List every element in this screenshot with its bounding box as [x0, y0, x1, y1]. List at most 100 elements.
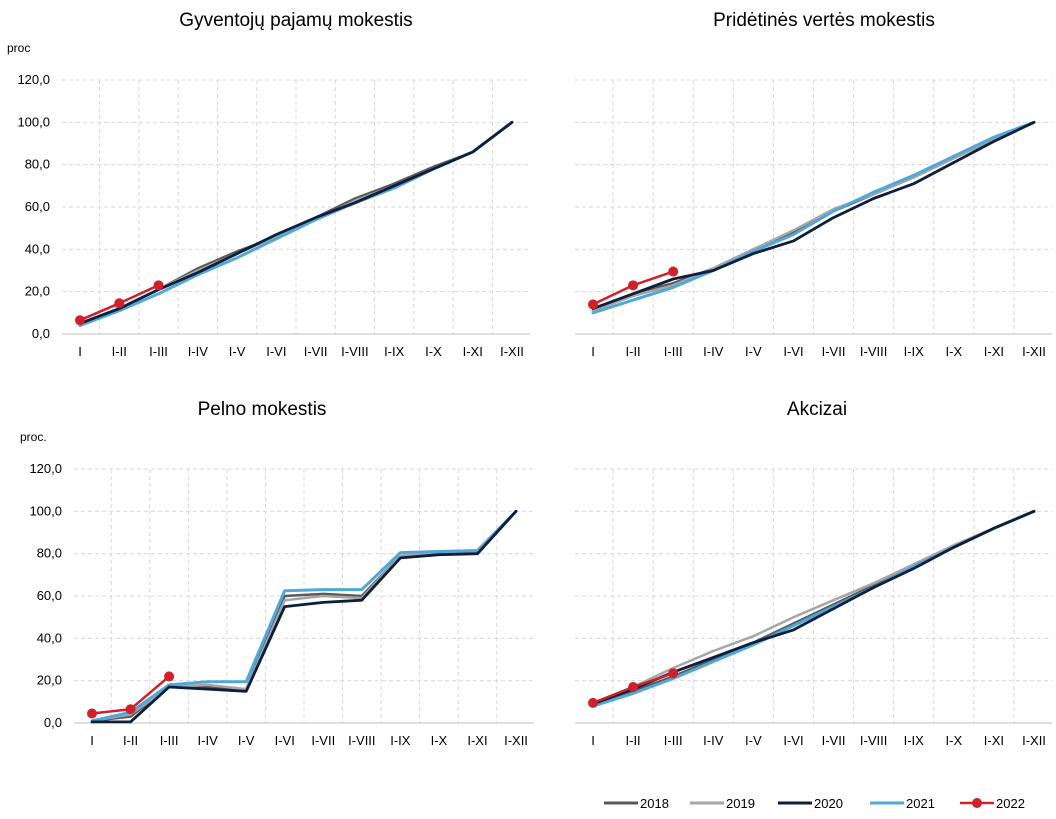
x-tick-label: I-XI	[467, 733, 487, 748]
x-tick-label: I-VI	[783, 733, 803, 748]
x-tick-label: I-III	[149, 344, 168, 359]
series-point-2022	[125, 704, 136, 715]
x-tick-label: I-VIII	[860, 733, 887, 748]
y-tick-label: 60,0	[37, 588, 62, 603]
series-line-2019	[591, 121, 1036, 312]
chart-panel-1: Gyventojų pajamų mokestis proc 0,0 20,0 40,0…	[7, 10, 530, 359]
x-tick-label: I-III	[664, 344, 683, 359]
x-tick-label: I-IX	[904, 733, 925, 748]
y-tick-label: 0,0	[32, 326, 50, 341]
legend-label-2022: 2022	[996, 796, 1025, 811]
x-tick-label: I-VIII	[341, 344, 368, 359]
chart-panel-3: Pelno mokestis proc. 0,0 20,0 40,0 60,0 80,0 10…	[20, 399, 534, 748]
y-tick-label: 100,0	[29, 503, 62, 518]
x-tick-label: I-VII	[311, 733, 335, 748]
chart-title: Akcizai	[787, 399, 847, 420]
x-tick-label: I	[591, 344, 595, 359]
series-point-2022	[164, 671, 175, 682]
series-line-2020	[78, 120, 514, 325]
x-tick-label: I-X	[431, 733, 448, 748]
series-point-2022	[153, 280, 164, 291]
y-tick-label: 20,0	[25, 284, 50, 299]
x-tick-label: I-XI	[984, 733, 1004, 748]
legend-label-2018: 2018	[640, 796, 669, 811]
x-tick-label: I-IV	[188, 344, 209, 359]
legend: 2018 2019 2020 2021 2022	[604, 796, 1025, 811]
chart-panel-2: Pridėtinės vertės mokestis I I-II I-III I-IV…	[575, 10, 1052, 359]
x-tick-label: I	[591, 733, 595, 748]
y-tick-label: 120,0	[29, 461, 62, 476]
y-tick-label: 40,0	[37, 630, 62, 645]
x-tick-label: I-IX	[384, 344, 405, 359]
x-tick-label: I-II	[123, 733, 138, 748]
y-tick-label: 100,0	[17, 114, 50, 129]
x-tick-label: I-II	[112, 344, 127, 359]
x-tick-label: I-V	[745, 344, 762, 359]
series-point-2022	[588, 299, 598, 310]
x-tick-label: I-VII	[822, 733, 846, 748]
x-tick-label: I-III	[160, 733, 179, 748]
x-tick-label: I-X	[946, 733, 963, 748]
y-tick-label: 20,0	[37, 673, 62, 688]
x-tick-label: I-X	[946, 344, 963, 359]
x-tick-label: I-V	[745, 733, 762, 748]
series-point-2022	[628, 682, 639, 693]
legend-label-2020: 2020	[814, 796, 843, 811]
x-tick-label: I-VI	[783, 344, 803, 359]
x-tick-label: I-VII	[304, 344, 328, 359]
series-line-2021	[591, 120, 1036, 315]
x-tick-label: I-XI	[463, 344, 483, 359]
legend-marker-2022	[972, 798, 982, 808]
y-axis-unit-label: proc.	[20, 430, 47, 444]
series-point-2022	[114, 298, 125, 309]
series-line-2020	[90, 509, 518, 724]
x-tick-label: I-IV	[198, 733, 219, 748]
series-point-2022	[588, 697, 598, 708]
x-tick-label: I-XII	[500, 344, 524, 359]
y-axis-unit-label: proc	[7, 41, 30, 55]
x-tick-label: I-V	[238, 733, 255, 748]
legend-label-2019: 2019	[726, 796, 755, 811]
series-point-2022	[668, 668, 679, 679]
x-tick-label: I-XII	[504, 733, 528, 748]
x-tick-label: I-IX	[390, 733, 411, 748]
x-tick-label: I-IX	[904, 344, 925, 359]
x-tick-label: I-VI	[275, 733, 295, 748]
x-tick-label: I-XII	[1022, 344, 1046, 359]
x-tick-label: I	[90, 733, 94, 748]
x-tick-label: I-VIII	[348, 733, 375, 748]
series-point-2022	[628, 280, 639, 291]
chart-title: Pridėtinės vertės mokestis	[713, 10, 935, 31]
y-tick-label: 80,0	[25, 157, 50, 172]
x-tick-label: I-XII	[1022, 733, 1046, 748]
x-tick-label: I-VIII	[860, 344, 887, 359]
x-tick-label: I-IV	[703, 344, 724, 359]
series-point-2022	[87, 708, 97, 719]
x-tick-label: I-III	[664, 733, 683, 748]
x-tick-label: I-II	[626, 344, 641, 359]
chart-title: Gyventojų pajamų mokestis	[179, 10, 412, 31]
x-tick-label: I-XI	[984, 344, 1004, 359]
y-tick-label: 120,0	[17, 72, 50, 87]
x-tick-label: I	[78, 344, 82, 359]
series-line-2020	[591, 120, 1036, 311]
series-point-2022	[75, 315, 85, 326]
x-tick-label: I-II	[626, 733, 641, 748]
x-tick-label: I-IV	[703, 733, 724, 748]
series-line-2021	[90, 509, 518, 723]
x-tick-label: I-X	[425, 344, 442, 359]
x-tick-label: I-VI	[266, 344, 286, 359]
x-tick-label: I-V	[229, 344, 246, 359]
y-tick-label: 40,0	[25, 241, 50, 256]
x-tick-label: I-VII	[822, 344, 846, 359]
series-line-2019	[591, 510, 1036, 706]
legend-label-2021: 2021	[906, 796, 935, 811]
chart-panel-4: Akcizai I I-II I-III I-IV I-V I-VI I-VII I-VIII I…	[575, 399, 1052, 748]
y-tick-label: 80,0	[37, 546, 62, 561]
chart-title: Pelno mokestis	[198, 399, 327, 420]
y-tick-label: 0,0	[44, 715, 62, 730]
y-tick-label: 60,0	[25, 199, 50, 214]
series-point-2022	[668, 266, 679, 277]
